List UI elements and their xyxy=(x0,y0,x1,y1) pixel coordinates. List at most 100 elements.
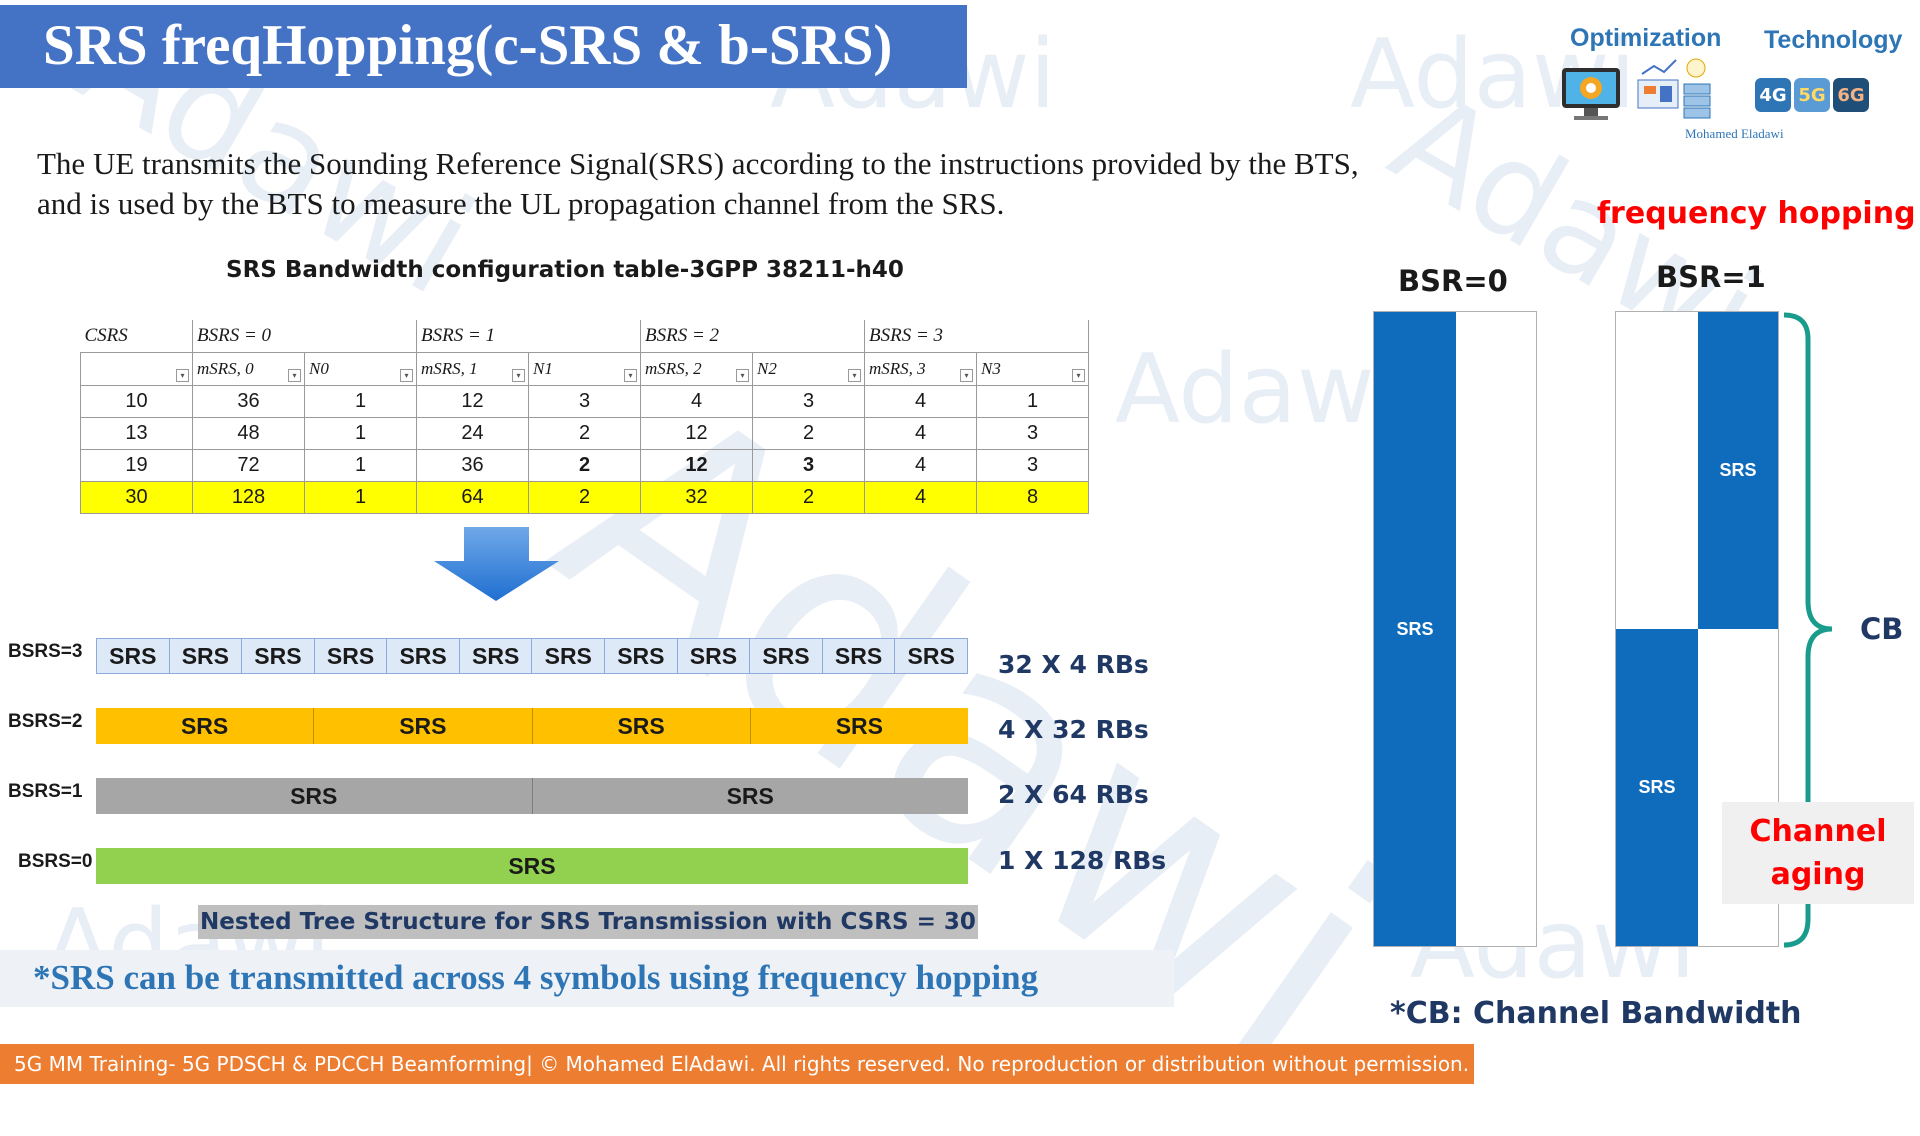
srs-block: SRS xyxy=(1698,312,1778,629)
srs-segment: SRS xyxy=(314,638,388,674)
hopping-note: *SRS can be transmitted across 4 symbols… xyxy=(33,958,1039,997)
tree-caption: Nested Tree Structure for SRS Transmissi… xyxy=(198,905,978,939)
table-cell: 8 xyxy=(976,481,1089,514)
filter-dropdown-icon[interactable]: ▾ xyxy=(624,369,637,382)
table-cell: 4 xyxy=(864,385,977,418)
srs-block: SRS xyxy=(1616,629,1698,946)
table-cell: 10 xyxy=(80,385,193,418)
rb-label-bsrs0: 1 X 128 RBs xyxy=(998,846,1167,875)
table-cell: 3 xyxy=(752,385,865,418)
note-band: *SRS can be transmitted across 4 symbols… xyxy=(0,950,1174,1007)
table-cell: 72 xyxy=(192,449,305,482)
table-cell: 64 xyxy=(416,481,529,514)
srs-segment: SRS xyxy=(532,708,751,744)
subheader-cell[interactable]: N2 ▾ xyxy=(752,352,865,386)
srs-segment: SRS xyxy=(96,708,315,744)
analytics-server-icon xyxy=(1637,58,1711,119)
table-cell: 2 xyxy=(752,481,865,514)
bsr0-column: SRS xyxy=(1373,311,1537,947)
subheader-cell[interactable]: ▾ xyxy=(80,352,193,386)
table-cell: 1 xyxy=(304,481,417,514)
bsr1-column: SRS SRS xyxy=(1615,311,1779,947)
srs-bar-bsrs3: SRS SRS SRS SRS SRS SRS SRS SRS SRS SRS … xyxy=(96,638,968,674)
table-cell: 4 xyxy=(864,449,977,482)
filter-dropdown-icon[interactable]: ▾ xyxy=(176,369,189,382)
table-cell: 2 xyxy=(528,417,641,450)
filter-dropdown-icon[interactable]: ▾ xyxy=(848,369,861,382)
table-cell: 1 xyxy=(304,417,417,450)
srs-segment: SRS xyxy=(895,638,968,674)
table-row: 13 48 1 24 2 12 2 4 3 xyxy=(80,417,1089,450)
table-cell: 2 xyxy=(752,417,865,450)
srs-segment: SRS xyxy=(96,638,170,674)
col-header-bsrs3: BSRS = 3 xyxy=(864,320,1089,353)
6g-icon: 6G xyxy=(1833,78,1869,112)
srs-bar-bsrs2: SRS SRS SRS SRS xyxy=(96,708,968,744)
table-cell: 32 xyxy=(640,481,753,514)
subheader-cell[interactable]: N0 ▾ xyxy=(304,352,417,386)
subheader-cell[interactable]: mSRS, 0 ▾ xyxy=(192,352,305,386)
srs-segment: SRS xyxy=(169,638,243,674)
srs-segment: SRS xyxy=(605,638,678,674)
level-label-bsrs2: BSRS=2 xyxy=(8,711,83,732)
srs-segment: SRS xyxy=(750,638,823,674)
srs-segment: SRS xyxy=(677,638,751,674)
subheader-cell[interactable]: N3 ▾ xyxy=(976,352,1089,386)
srs-segment: SRS xyxy=(96,778,533,814)
intro-line-2: and is used by the BTS to measure the UL… xyxy=(37,186,1005,221)
brand-author: Mohamed Eladawi xyxy=(1685,126,1784,141)
subheader-cell[interactable]: mSRS, 3 ▾ xyxy=(864,352,977,386)
filter-dropdown-icon[interactable]: ▾ xyxy=(1072,369,1085,382)
srs-bar-bsrs1: SRS SRS xyxy=(96,778,968,814)
table-cell: 30 xyxy=(80,481,193,514)
table-cell: 12 xyxy=(640,449,753,482)
subheader-cell[interactable]: mSRS, 2 ▾ xyxy=(640,352,753,386)
5g-icon: 5G xyxy=(1794,78,1830,112)
filter-dropdown-icon[interactable]: ▾ xyxy=(960,369,973,382)
channel-aging-line1: Channel xyxy=(1749,814,1887,849)
cb-brace-icon xyxy=(1783,312,1833,948)
table-cell: 2 xyxy=(528,449,641,482)
col-header-bsrs0: BSRS = 0 xyxy=(192,320,417,353)
table-cell: 4 xyxy=(864,417,977,450)
level-label-bsrs1: BSRS=1 xyxy=(8,781,83,802)
col-header-csrs: CSRS xyxy=(80,320,193,353)
col-header-bsrs2: BSRS = 2 xyxy=(640,320,865,353)
table-row: 10 36 1 12 3 4 3 4 1 xyxy=(80,385,1089,418)
subheader-cell[interactable]: N1 ▾ xyxy=(528,352,641,386)
table-cell: 3 xyxy=(976,449,1089,482)
table-row-highlighted: 30 128 1 64 2 32 2 4 8 xyxy=(80,481,1089,514)
level-label-bsrs3: BSRS=3 xyxy=(8,641,83,662)
cb-note: *CB: Channel Bandwidth xyxy=(1390,996,1802,1031)
subheader-cell[interactable]: mSRS, 1 ▾ xyxy=(416,352,529,386)
table-cell: 1 xyxy=(304,385,417,418)
frequency-hopping-heading: frequency hopping xyxy=(1597,196,1916,231)
srs-segment: SRS xyxy=(532,638,606,674)
table-row: 19 72 1 36 2 12 3 4 3 xyxy=(80,449,1089,482)
srs-segment: SRS xyxy=(242,638,315,674)
filter-dropdown-icon[interactable]: ▾ xyxy=(400,369,413,382)
table-cell: 48 xyxy=(192,417,305,450)
srs-segment: SRS xyxy=(96,848,968,884)
table-cell: 4 xyxy=(640,385,753,418)
table-cell: 19 xyxy=(80,449,193,482)
table-cell: 4 xyxy=(864,481,977,514)
srs-segment: SRS xyxy=(750,708,968,744)
down-arrow-icon xyxy=(434,527,559,601)
col-header-bsrs1: BSRS = 1 xyxy=(416,320,641,353)
bsr0-label: BSR=0 xyxy=(1398,264,1508,298)
srs-segment: SRS xyxy=(822,638,896,674)
srs-block: SRS xyxy=(1374,312,1456,946)
level-label-bsrs0: BSRS=0 xyxy=(18,851,93,872)
srs-segment: SRS xyxy=(532,778,968,814)
cb-label: CB xyxy=(1860,612,1904,646)
table-cell: 3 xyxy=(528,385,641,418)
title-bar: SRS freqHopping(c-SRS & b-SRS) xyxy=(0,5,967,88)
filter-dropdown-icon[interactable]: ▾ xyxy=(288,369,301,382)
footer-bar: 5G MM Training- 5G PDSCH & PDCCH Beamfor… xyxy=(0,1044,1474,1084)
filter-dropdown-icon[interactable]: ▾ xyxy=(736,369,749,382)
table-cell: 24 xyxy=(416,417,529,450)
table-cell: 3 xyxy=(752,449,865,482)
watermark: Adawi xyxy=(1115,335,1401,445)
filter-dropdown-icon[interactable]: ▾ xyxy=(512,369,525,382)
